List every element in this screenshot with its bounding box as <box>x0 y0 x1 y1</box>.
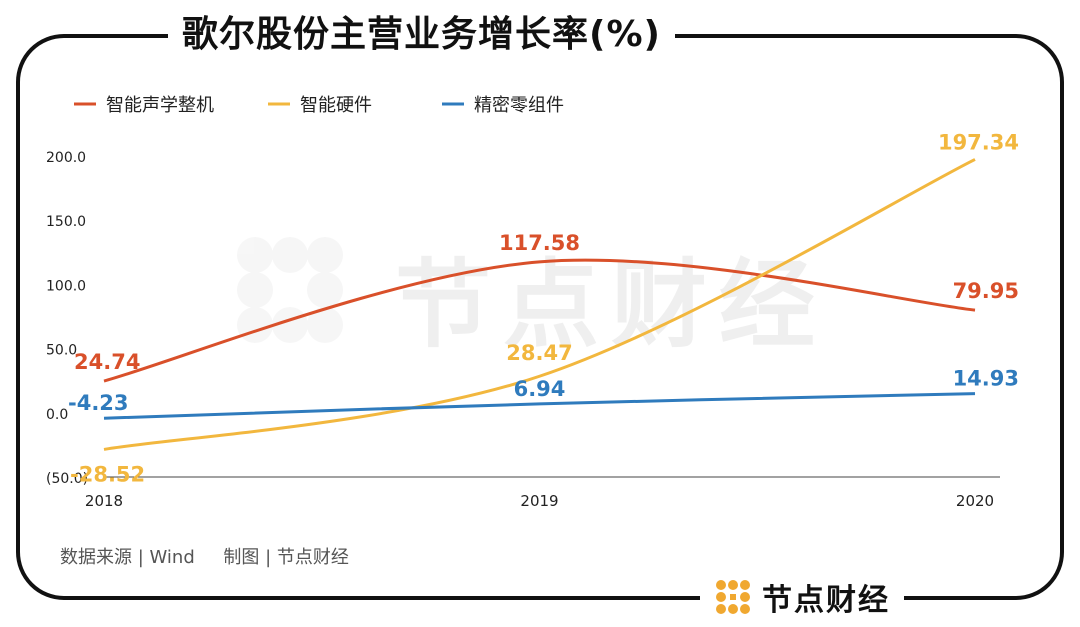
brand-footer: 节点财经 <box>700 570 904 624</box>
data-label: -28.52 <box>70 462 145 486</box>
x-tick-label: 2018 <box>85 492 123 510</box>
x-tick-label: 2019 <box>520 492 558 510</box>
y-tick-label: 100.0 <box>46 278 86 294</box>
y-tick-label: 150.0 <box>46 214 86 230</box>
data-label: -4.23 <box>68 391 129 415</box>
data-label: 6.94 <box>514 377 566 401</box>
legend-label: 精密零组件 <box>474 95 564 116</box>
data-label: 117.58 <box>499 231 580 255</box>
data-label: 197.34 <box>938 130 1019 154</box>
data-label: 24.74 <box>74 350 140 374</box>
legend-label: 智能声学整机 <box>106 95 214 116</box>
title-container: 歌尔股份主营业务增长率(%) <box>168 0 675 62</box>
y-tick-label: 200.0 <box>46 150 86 166</box>
data-label: 28.47 <box>506 341 572 365</box>
brand-logo-icon <box>716 580 750 614</box>
brand-name: 节点财经 <box>762 583 890 618</box>
chart-title: 歌尔股份主营业务增长率(%) <box>182 14 661 55</box>
legend-label: 智能硬件 <box>300 95 372 116</box>
y-tick-label: 0.0 <box>46 407 68 423</box>
watermark-text: 节点财经 <box>395 249 827 361</box>
data-label: 14.93 <box>953 367 1019 391</box>
series-line <box>103 158 976 451</box>
y-tick-label: (50.0) <box>46 471 88 487</box>
y-tick-label: 50.0 <box>46 343 77 359</box>
x-tick-label: 2020 <box>956 492 994 510</box>
source-note: 数据来源 | Wind 制图 | 节点财经 <box>60 547 349 568</box>
watermark <box>237 237 343 343</box>
data-label: 79.95 <box>953 279 1019 303</box>
